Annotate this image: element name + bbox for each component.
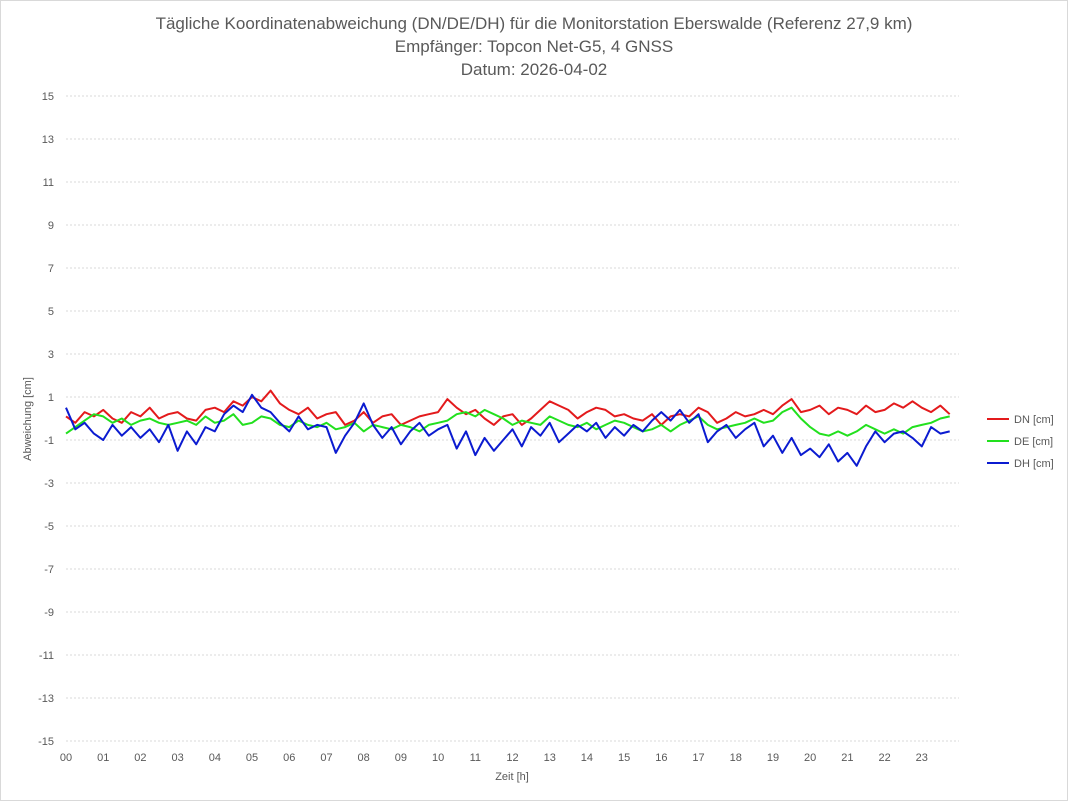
chart-title-line-2: Empfänger: Topcon Net-G5, 4 GNSS (395, 37, 673, 56)
x-axis-ticks: 00 01 02 03 04 05 06 07 08 09 10 11 12 13 14 15 16 17 18 19… (60, 752, 928, 764)
series-line-1 (65, 389, 951, 426)
series-line-3 (65, 393, 950, 467)
x-tick-label: 02 (134, 752, 146, 764)
x-tick-label: 04 (209, 752, 221, 764)
y-tick-label: 9 (48, 220, 54, 232)
x-tick-label: 15 (618, 752, 630, 764)
x-tick-label: 08 (358, 752, 370, 764)
y-tick-label: -3 (44, 478, 54, 490)
y-tick-label: -1 (44, 435, 54, 447)
x-tick-label: 19 (767, 752, 779, 764)
x-tick-label: 00 (60, 752, 72, 764)
x-tick-label: 22 (878, 752, 890, 764)
x-tick-label: 23 (916, 752, 928, 764)
y-tick-label: -15 (38, 736, 54, 748)
y-tick-label: -9 (44, 607, 54, 619)
x-tick-label: 16 (655, 752, 667, 764)
x-tick-label: 01 (97, 752, 109, 764)
y-tick-label: 15 (42, 91, 54, 103)
chart-title-line-3: Datum: 2026-04-02 (461, 60, 607, 79)
y-tick-label: -5 (44, 521, 54, 533)
x-tick-label: 21 (841, 752, 853, 764)
y-tick-label: 1 (48, 392, 54, 404)
x-tick-label: 05 (246, 752, 258, 764)
series-line-2 (65, 406, 950, 437)
x-tick-label: 06 (283, 752, 295, 764)
y-tick-label: 5 (48, 306, 54, 318)
y-axis-title: Abweichung [cm] (22, 377, 34, 461)
y-axis-ticks: 15 13 11 9 7 5 3 1 -1 -3 -5 -7 -9 -11 -13 -15 (38, 91, 54, 748)
legend: DN [cm] DE [cm] DH [cm] (987, 414, 1054, 470)
y-tick-label: -13 (38, 693, 54, 705)
x-tick-label: 07 (320, 752, 332, 764)
legend-label: DN [cm] (1014, 414, 1054, 426)
y-tick-label: -11 (39, 650, 54, 662)
x-tick-label: 12 (506, 752, 518, 764)
x-tick-label: 10 (432, 752, 444, 764)
chart-title-line-1: Tägliche Koordinatenabweichung (DN/DE/DH… (156, 14, 913, 33)
gridlines (66, 95, 959, 742)
y-tick-label: 7 (48, 263, 54, 275)
legend-label: DE [cm] (1014, 436, 1053, 448)
legend-label: DH [cm] (1014, 458, 1054, 470)
x-tick-label: 18 (730, 752, 742, 764)
x-tick-label: 09 (395, 752, 407, 764)
y-tick-label: 11 (43, 177, 54, 189)
series-lines (65, 389, 951, 467)
y-tick-label: -7 (44, 564, 54, 576)
y-tick-label: 13 (42, 134, 54, 146)
y-tick-label: 3 (48, 349, 54, 361)
x-tick-label: 14 (581, 752, 593, 764)
x-axis-title: Zeit [h] (495, 771, 529, 783)
x-tick-label: 03 (172, 752, 184, 764)
x-tick-label: 11 (470, 752, 481, 764)
x-tick-label: 20 (804, 752, 816, 764)
x-tick-label: 17 (692, 752, 704, 764)
x-tick-label: 13 (544, 752, 556, 764)
